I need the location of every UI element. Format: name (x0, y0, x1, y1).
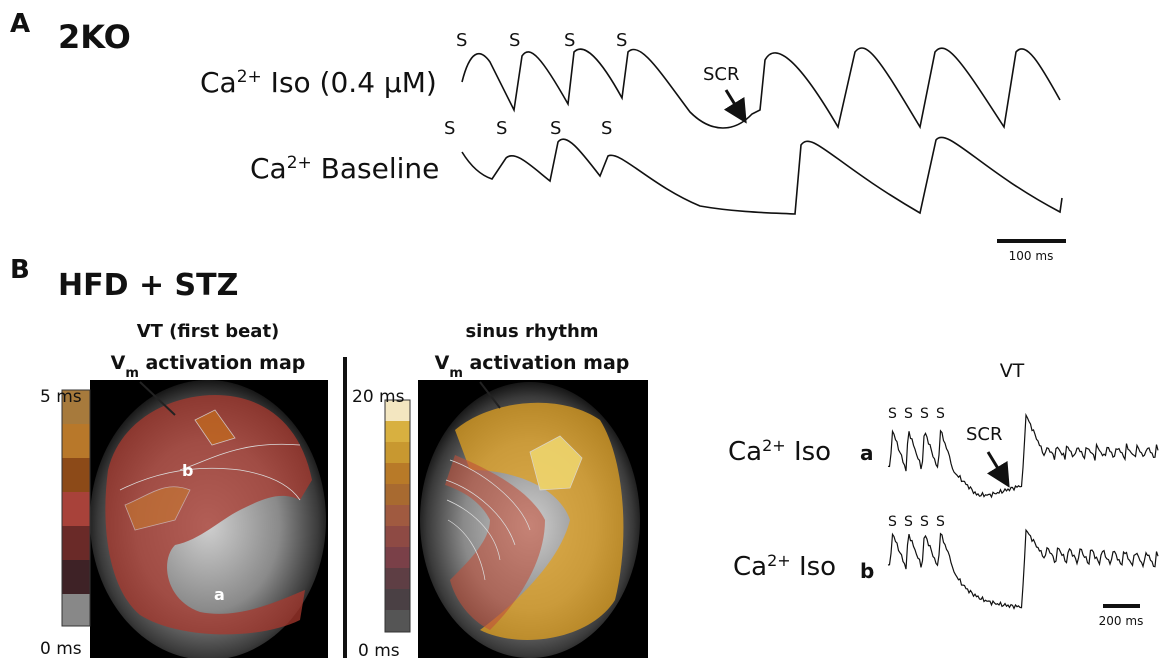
stimulus: S (904, 406, 913, 422)
annotation: SCR (703, 64, 740, 85)
stimulus: S (936, 514, 945, 530)
map-subtitle: Vm activation map (111, 352, 306, 381)
stimulus: S (936, 406, 945, 422)
trace-label: Ca2+ Baseline (250, 152, 439, 185)
stimulus: S (888, 514, 897, 530)
color-scale (385, 400, 410, 632)
stimulus: S (444, 118, 455, 139)
stimulus: S (550, 118, 561, 139)
scale-min: 0 ms (358, 641, 400, 658)
stimulus: S (601, 118, 612, 139)
panel-label: A (10, 9, 30, 39)
calcium-trace (888, 530, 1158, 608)
stimulus: S (904, 514, 913, 530)
calcium-trace (462, 137, 1062, 214)
scale-bar-label: 200 ms (1099, 614, 1144, 628)
trace-label: Ca2+ Iso (728, 436, 831, 468)
stimulus: S (920, 514, 929, 530)
stimulus-markers: S S S S S S S S (888, 406, 945, 530)
map-title: VT (first beat) (137, 321, 280, 342)
stimulus: S (496, 118, 507, 139)
traces-title: VT (1000, 360, 1025, 382)
trace-label: Ca2+ Iso (733, 551, 836, 583)
site-label: a (860, 441, 874, 465)
panel-title: HFD + STZ (58, 268, 238, 303)
stimulus: S (920, 406, 929, 422)
region-label: a (214, 585, 225, 604)
panel-label: B (10, 255, 30, 285)
region-label: b (182, 461, 193, 480)
scale-min: 0 ms (40, 639, 82, 658)
stimulus: S (564, 30, 575, 51)
figure: A 2KO Ca2+ Iso (0.4 μM) Ca2+ Baseline S … (0, 0, 1165, 658)
annotation: SCR (966, 424, 1003, 445)
map-subtitle: Vm activation map (435, 352, 630, 381)
site-label: b (860, 559, 874, 583)
scale-bar-label: 100 ms (1009, 249, 1054, 263)
scale-max: 20 ms (352, 387, 405, 407)
map-title: sinus rhythm (465, 321, 598, 342)
stimulus: S (616, 30, 627, 51)
arrow (988, 452, 1005, 480)
activation-map (418, 380, 648, 658)
stimulus: S (456, 30, 467, 51)
calcium-trace (888, 415, 1158, 497)
page: {"panel_a": {"label": "A", "title": "2KO… (0, 0, 1165, 658)
calcium-trace (462, 48, 1060, 128)
stimulus: S (509, 30, 520, 51)
activation-map: b a (90, 380, 328, 658)
panel-title: 2KO (58, 18, 131, 56)
trace-label: Ca2+ Iso (0.4 μM) (200, 66, 437, 99)
arrow (726, 90, 742, 116)
stimulus-markers: S S S S S S S S (444, 30, 627, 139)
color-scale (62, 390, 90, 626)
scale-max: 5 ms (40, 387, 82, 407)
stimulus: S (888, 406, 897, 422)
